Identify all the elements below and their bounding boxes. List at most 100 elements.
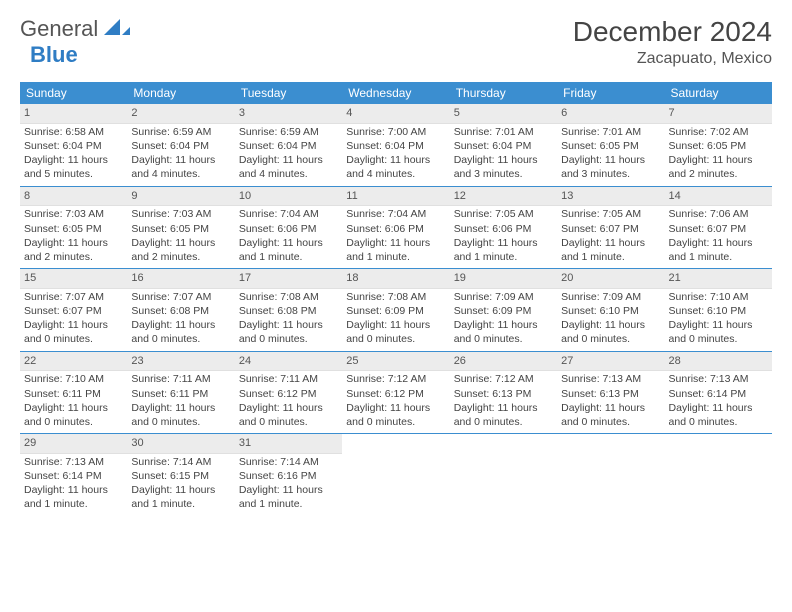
sunrise-line: Sunrise: 7:14 AM: [239, 455, 338, 469]
daylight-line1: Daylight: 11 hours: [561, 318, 660, 332]
sunset-line: Sunset: 6:09 PM: [454, 304, 553, 318]
daylight-line2: and 2 minutes.: [24, 250, 123, 264]
daylight-line1: Daylight: 11 hours: [24, 401, 123, 415]
sunset-line: Sunset: 6:05 PM: [669, 139, 768, 153]
daylight-line1: Daylight: 11 hours: [669, 236, 768, 250]
daylight-line2: and 0 minutes.: [561, 332, 660, 346]
daylight-line2: and 1 minute.: [24, 497, 123, 511]
daylight-line1: Daylight: 11 hours: [24, 236, 123, 250]
sunrise-line: Sunrise: 7:05 AM: [454, 207, 553, 221]
sunset-line: Sunset: 6:13 PM: [454, 387, 553, 401]
sunrise-line: Sunrise: 7:11 AM: [239, 372, 338, 386]
sunset-line: Sunset: 6:05 PM: [24, 222, 123, 236]
daylight-line2: and 4 minutes.: [346, 167, 445, 181]
daylight-line2: and 1 minute.: [239, 497, 338, 511]
logo: General: [20, 16, 132, 42]
sunset-line: Sunset: 6:09 PM: [346, 304, 445, 318]
day-cell: 28Sunrise: 7:13 AMSunset: 6:14 PMDayligh…: [665, 352, 772, 434]
daylight-line1: Daylight: 11 hours: [454, 236, 553, 250]
sunrise-line: Sunrise: 6:59 AM: [239, 125, 338, 139]
daylight-line1: Daylight: 11 hours: [239, 236, 338, 250]
day-content: Sunrise: 7:13 AMSunset: 6:13 PMDaylight:…: [557, 371, 664, 433]
daylight-line1: Daylight: 11 hours: [346, 236, 445, 250]
week-row: 15Sunrise: 7:07 AMSunset: 6:07 PMDayligh…: [20, 269, 772, 351]
daylight-line2: and 0 minutes.: [346, 415, 445, 429]
sunset-line: Sunset: 6:07 PM: [669, 222, 768, 236]
day-number: 14: [665, 187, 772, 207]
sunrise-line: Sunrise: 6:59 AM: [131, 125, 230, 139]
month-title: December 2024: [573, 16, 772, 48]
day-content: Sunrise: 7:13 AMSunset: 6:14 PMDaylight:…: [20, 454, 127, 516]
daylight-line1: Daylight: 11 hours: [669, 153, 768, 167]
sunset-line: Sunset: 6:12 PM: [239, 387, 338, 401]
logo-word1: General: [20, 16, 98, 42]
day-number: 19: [450, 269, 557, 289]
day-cell: 14Sunrise: 7:06 AMSunset: 6:07 PMDayligh…: [665, 187, 772, 269]
daylight-line1: Daylight: 11 hours: [239, 401, 338, 415]
day-cell: 17Sunrise: 7:08 AMSunset: 6:08 PMDayligh…: [235, 269, 342, 351]
daylight-line1: Daylight: 11 hours: [669, 401, 768, 415]
day-cell: 1Sunrise: 6:58 AMSunset: 6:04 PMDaylight…: [20, 104, 127, 186]
sunrise-line: Sunrise: 7:13 AM: [561, 372, 660, 386]
sunset-line: Sunset: 6:15 PM: [131, 469, 230, 483]
day-number: 3: [235, 104, 342, 124]
day-number: 8: [20, 187, 127, 207]
daylight-line2: and 4 minutes.: [239, 167, 338, 181]
day-number: 15: [20, 269, 127, 289]
day-cell: 18Sunrise: 7:08 AMSunset: 6:09 PMDayligh…: [342, 269, 449, 351]
day-cell: 24Sunrise: 7:11 AMSunset: 6:12 PMDayligh…: [235, 352, 342, 434]
sunset-line: Sunset: 6:12 PM: [346, 387, 445, 401]
day-content: Sunrise: 7:10 AMSunset: 6:10 PMDaylight:…: [665, 289, 772, 351]
daylight-line2: and 0 minutes.: [454, 332, 553, 346]
sunset-line: Sunset: 6:06 PM: [239, 222, 338, 236]
day-cell: 30Sunrise: 7:14 AMSunset: 6:15 PMDayligh…: [127, 434, 234, 516]
daylight-line2: and 0 minutes.: [131, 332, 230, 346]
week-row: 29Sunrise: 7:13 AMSunset: 6:14 PMDayligh…: [20, 434, 772, 516]
day-cell: 20Sunrise: 7:09 AMSunset: 6:10 PMDayligh…: [557, 269, 664, 351]
daylight-line2: and 0 minutes.: [454, 415, 553, 429]
day-content: Sunrise: 7:01 AMSunset: 6:04 PMDaylight:…: [450, 124, 557, 186]
day-content: Sunrise: 7:12 AMSunset: 6:12 PMDaylight:…: [342, 371, 449, 433]
day-number: 24: [235, 352, 342, 372]
day-cell: 15Sunrise: 7:07 AMSunset: 6:07 PMDayligh…: [20, 269, 127, 351]
day-content: Sunrise: 7:08 AMSunset: 6:09 PMDaylight:…: [342, 289, 449, 351]
day-number: 10: [235, 187, 342, 207]
day-number: 17: [235, 269, 342, 289]
day-content: Sunrise: 7:07 AMSunset: 6:08 PMDaylight:…: [127, 289, 234, 351]
sunrise-line: Sunrise: 7:01 AM: [561, 125, 660, 139]
day-number: 30: [127, 434, 234, 454]
day-content: Sunrise: 7:10 AMSunset: 6:11 PMDaylight:…: [20, 371, 127, 433]
sunset-line: Sunset: 6:10 PM: [561, 304, 660, 318]
day-cell: 22Sunrise: 7:10 AMSunset: 6:11 PMDayligh…: [20, 352, 127, 434]
daylight-line1: Daylight: 11 hours: [346, 153, 445, 167]
day-number: 28: [665, 352, 772, 372]
day-content: Sunrise: 7:04 AMSunset: 6:06 PMDaylight:…: [342, 206, 449, 268]
daylight-line1: Daylight: 11 hours: [346, 401, 445, 415]
sunrise-line: Sunrise: 7:05 AM: [561, 207, 660, 221]
sunrise-line: Sunrise: 7:10 AM: [24, 372, 123, 386]
day-cell: 10Sunrise: 7:04 AMSunset: 6:06 PMDayligh…: [235, 187, 342, 269]
daylight-line2: and 3 minutes.: [561, 167, 660, 181]
logo-sail-icon: [104, 17, 130, 42]
sunrise-line: Sunrise: 7:02 AM: [669, 125, 768, 139]
day-number: 9: [127, 187, 234, 207]
day-content: Sunrise: 7:00 AMSunset: 6:04 PMDaylight:…: [342, 124, 449, 186]
sunset-line: Sunset: 6:07 PM: [561, 222, 660, 236]
daylight-line2: and 2 minutes.: [669, 167, 768, 181]
day-cell: [665, 434, 772, 516]
day-content: Sunrise: 6:59 AMSunset: 6:04 PMDaylight:…: [127, 124, 234, 186]
sunrise-line: Sunrise: 7:08 AM: [346, 290, 445, 304]
day-content: Sunrise: 7:14 AMSunset: 6:15 PMDaylight:…: [127, 454, 234, 516]
sunrise-line: Sunrise: 7:07 AM: [131, 290, 230, 304]
day-number: 25: [342, 352, 449, 372]
daylight-line1: Daylight: 11 hours: [561, 236, 660, 250]
daylight-line2: and 0 minutes.: [669, 332, 768, 346]
calendar: SundayMondayTuesdayWednesdayThursdayFrid…: [20, 82, 772, 516]
day-content: Sunrise: 7:08 AMSunset: 6:08 PMDaylight:…: [235, 289, 342, 351]
day-cell: 8Sunrise: 7:03 AMSunset: 6:05 PMDaylight…: [20, 187, 127, 269]
daylight-line2: and 3 minutes.: [454, 167, 553, 181]
daylight-line2: and 0 minutes.: [346, 332, 445, 346]
day-number: 12: [450, 187, 557, 207]
daylight-line1: Daylight: 11 hours: [131, 483, 230, 497]
sunset-line: Sunset: 6:04 PM: [346, 139, 445, 153]
